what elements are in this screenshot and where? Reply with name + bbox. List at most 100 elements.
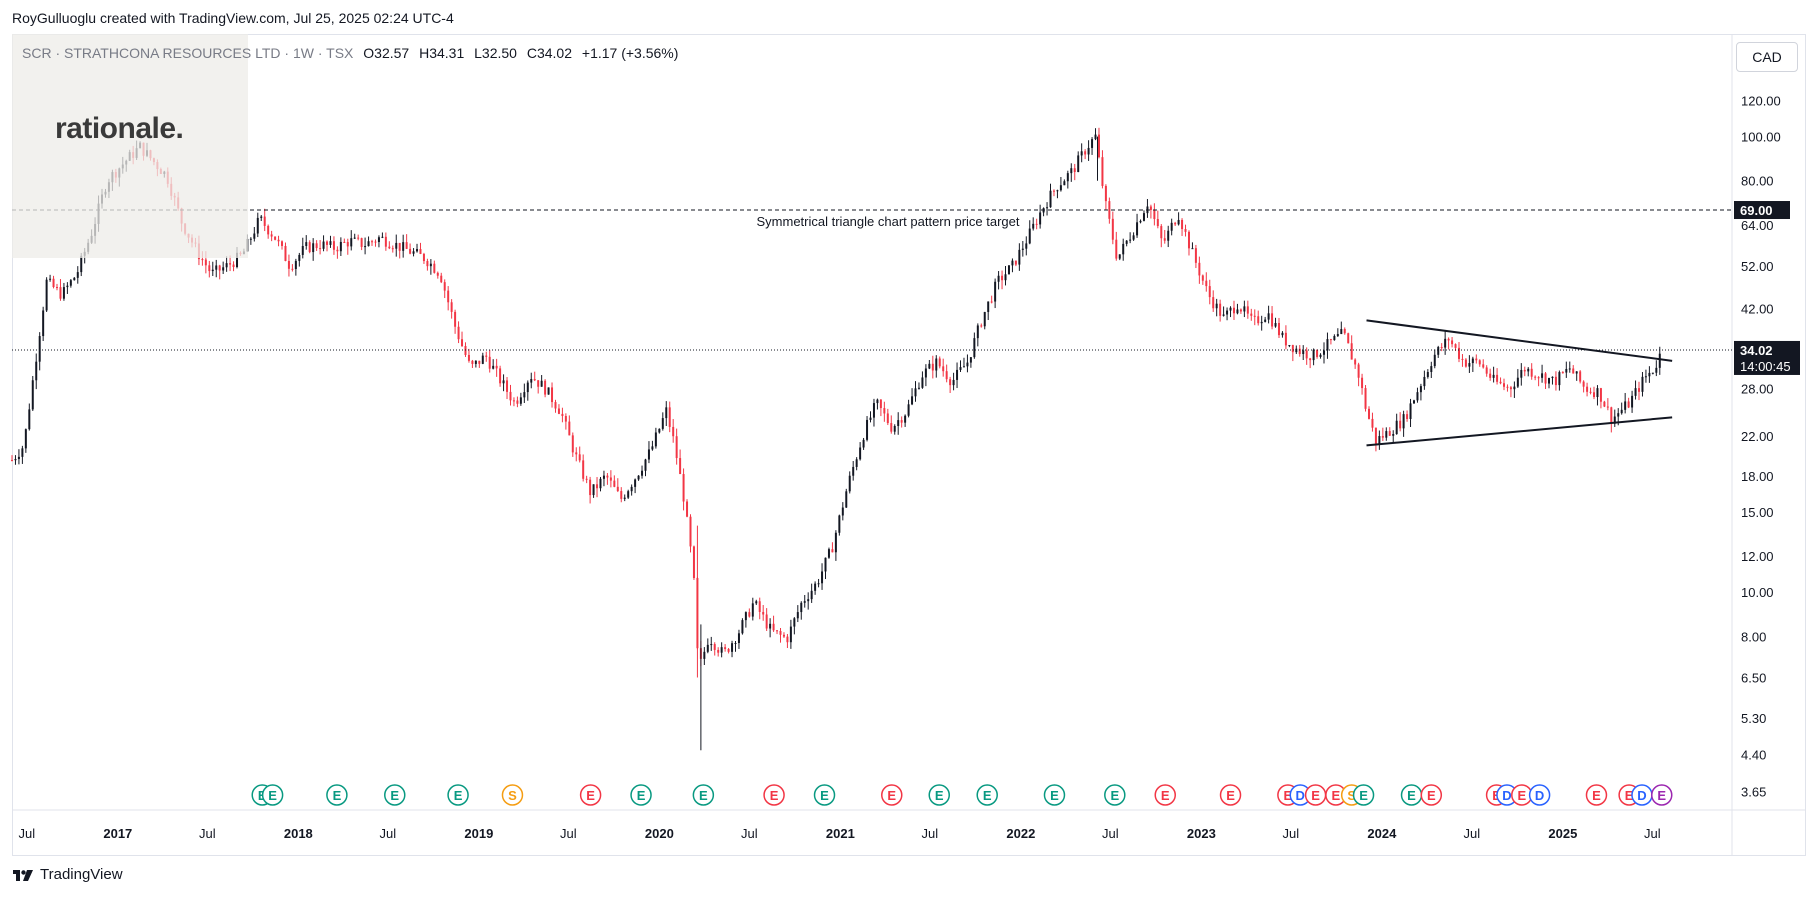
event-marker-e[interactable]: E [1304,784,1327,806]
candle [1406,410,1409,422]
candle [585,475,588,484]
candle-body [308,242,311,253]
event-marker-e[interactable]: E [1400,784,1423,806]
candle-body [731,643,734,652]
event-marker-e[interactable]: E [1585,784,1608,806]
candle [1170,218,1173,236]
candle-body [1305,350,1308,359]
event-marker-e[interactable]: E [1154,784,1176,806]
event-marker-letter: E [1625,788,1634,803]
candle [17,449,20,465]
candle [1059,176,1062,192]
price-axis[interactable]: 120.00 100.00 80.00 64.00 52.00 42.00 28.00 22.… [1734,94,1800,800]
event-marker-e[interactable]: E [692,784,715,806]
candle-body [897,420,900,426]
candle [443,279,446,299]
candle [1572,365,1575,374]
candle [1412,399,1415,404]
candle [298,252,301,267]
candle-body [294,260,297,270]
candle-body [1426,372,1429,377]
event-marker-e[interactable]: E [384,784,406,806]
currency-button[interactable]: CAD [1736,42,1798,72]
candle-body [1492,374,1495,378]
event-marker-e[interactable]: E [630,784,652,806]
event-marker-e[interactable]: E [261,784,284,806]
event-marker-e[interactable]: E [447,784,469,806]
event-marker-e[interactable]: E [1219,784,1242,806]
candle [1433,349,1436,369]
event-marker-e[interactable]: E [1043,784,1066,806]
event-marker-e[interactable]: E [326,784,348,806]
candle-body [1451,340,1454,345]
candle [1097,127,1100,159]
candle [225,256,228,272]
candle [1395,413,1398,435]
candle [907,399,910,418]
candle-body [1579,371,1582,382]
candle [962,357,965,368]
candle-body [689,516,692,547]
candle [1281,331,1284,338]
time-tick-label: 2017 [103,826,132,841]
candle-body [675,436,678,459]
candle [1509,385,1512,398]
event-marker-e[interactable]: E [813,784,836,806]
event-marker-ring [1043,784,1066,806]
tradingview-logo[interactable]: TradingView [12,866,123,883]
chart-credit: RoyGulluoglu created with TradingView.co… [12,10,454,26]
candle [1655,360,1658,377]
candle [367,236,370,247]
candle [606,473,609,485]
event-marker-letter: E [1311,788,1320,803]
candle-body [1136,222,1139,236]
candle [762,605,765,621]
candle [557,404,560,415]
event-marker-e[interactable]: E [579,784,602,806]
candle-body [1094,134,1097,140]
candle-body [634,479,637,487]
candle-body [1284,332,1287,346]
time-axis[interactable]: Jul 2017 Jul 2018 Jul 2019 Jul 2020 Jul 2021 Jul 20… [19,826,1661,841]
candle-body [447,290,450,303]
candle-body [890,423,893,432]
event-marker-d[interactable]: D [1631,784,1653,806]
candle-body [1236,309,1239,314]
event-marker-e[interactable]: E [1104,784,1126,806]
candle-body [938,358,941,367]
candle-body [1513,386,1516,390]
candle [1104,184,1107,210]
event-marker-e[interactable]: E [976,784,998,806]
candle-body [263,216,266,226]
event-marker-ring [763,784,785,806]
candle-body [994,281,997,302]
event-marker-s[interactable]: S [501,784,524,806]
candle [1364,385,1367,412]
event-marker-e[interactable]: E [763,784,785,806]
candle [758,597,761,620]
time-tick-label: 2021 [826,826,855,841]
event-marker-e[interactable]: E [881,784,903,806]
event-marker-e[interactable]: E [1651,784,1673,806]
triangle-lower-trendline[interactable] [1366,416,1673,447]
candle-body [1447,338,1450,341]
candle-body [1437,347,1440,355]
triangle-upper-trendline[interactable] [1366,319,1673,362]
event-marker-e[interactable]: E [1420,784,1443,806]
legend-symbol[interactable]: SCR · STRATHCONA RESOURCES LTD · 1W · TS… [22,45,354,61]
price-tick-label: 10.00 [1741,585,1774,600]
candle [1042,207,1045,217]
candle-body [692,546,695,579]
candle [727,647,730,654]
candle-body [956,369,959,380]
event-marker-e[interactable]: E [1511,784,1533,806]
event-marker-e[interactable]: E [1352,784,1375,806]
event-marker-e[interactable]: E [928,784,950,806]
candle-body [222,267,225,271]
candle [1361,373,1364,395]
candle-body [561,413,564,417]
event-marker-d[interactable]: D [1528,784,1551,806]
candle-body [281,241,284,246]
symbol-legend[interactable]: SCR · STRATHCONA RESOURCES LTD · 1W · TS… [22,45,678,61]
